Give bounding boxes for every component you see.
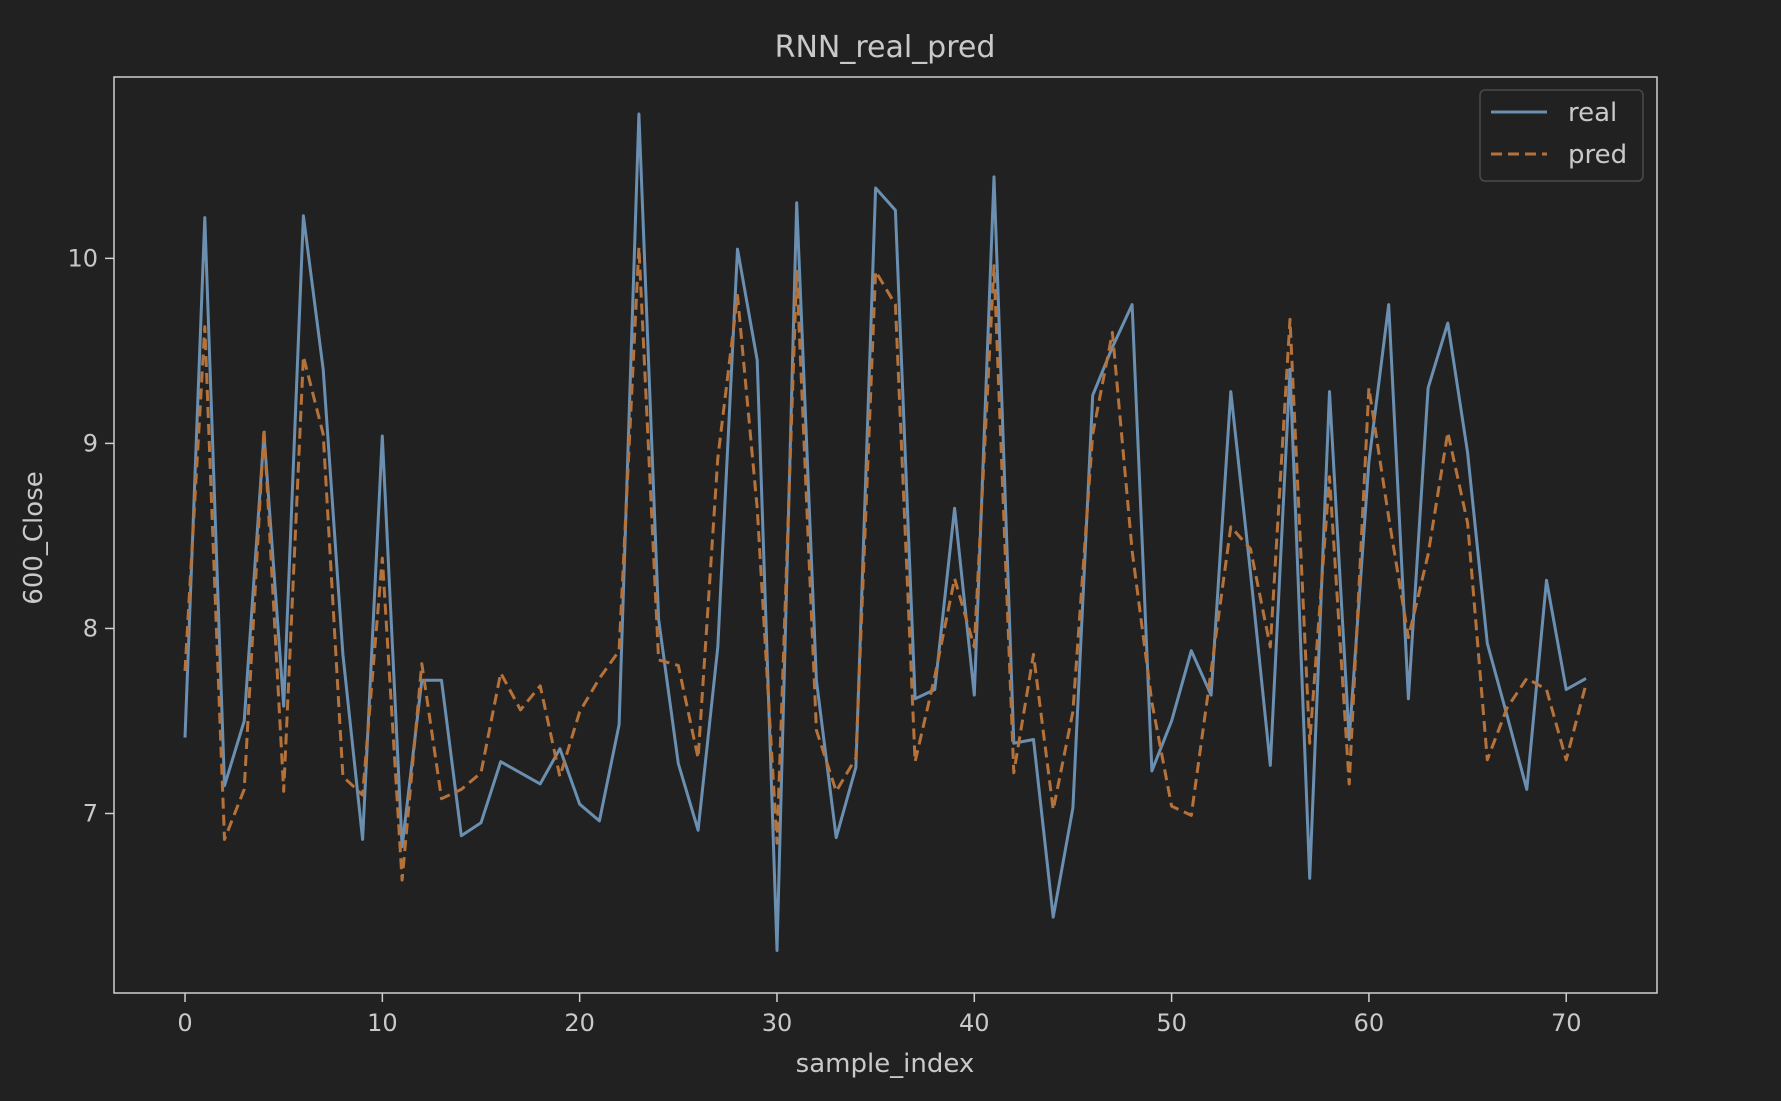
x-tick-label: 60 <box>1354 1009 1385 1037</box>
chart-title: RNN_real_pred <box>775 30 996 65</box>
x-axis: 0 10 20 30 40 50 60 70 <box>177 993 1582 1037</box>
plot-area <box>183 112 1588 952</box>
x-tick-label: 20 <box>564 1009 595 1037</box>
legend: real pred <box>1479 89 1644 182</box>
x-tick-label: 50 <box>1156 1009 1187 1037</box>
x-tick-label: 40 <box>959 1009 990 1037</box>
y-tick-label: 8 <box>83 614 98 642</box>
y-axis: 7 8 9 10 <box>67 244 114 828</box>
x-tick-label: 70 <box>1551 1009 1582 1037</box>
legend-real-label: real <box>1568 98 1617 128</box>
x-tick-label: 30 <box>762 1009 793 1037</box>
x-axis-label: sample_index <box>796 1049 975 1079</box>
y-tick-label: 10 <box>67 244 98 272</box>
y-tick-label: 7 <box>83 800 98 828</box>
axes-frame <box>113 76 1658 994</box>
y-tick-label: 9 <box>83 429 98 457</box>
series-line-pred <box>183 245 1588 882</box>
x-tick-label: 10 <box>367 1009 398 1037</box>
x-tick-label: 0 <box>177 1009 192 1037</box>
y-axis-label: 600_Close <box>19 471 49 604</box>
legend-pred-label: pred <box>1568 140 1627 170</box>
